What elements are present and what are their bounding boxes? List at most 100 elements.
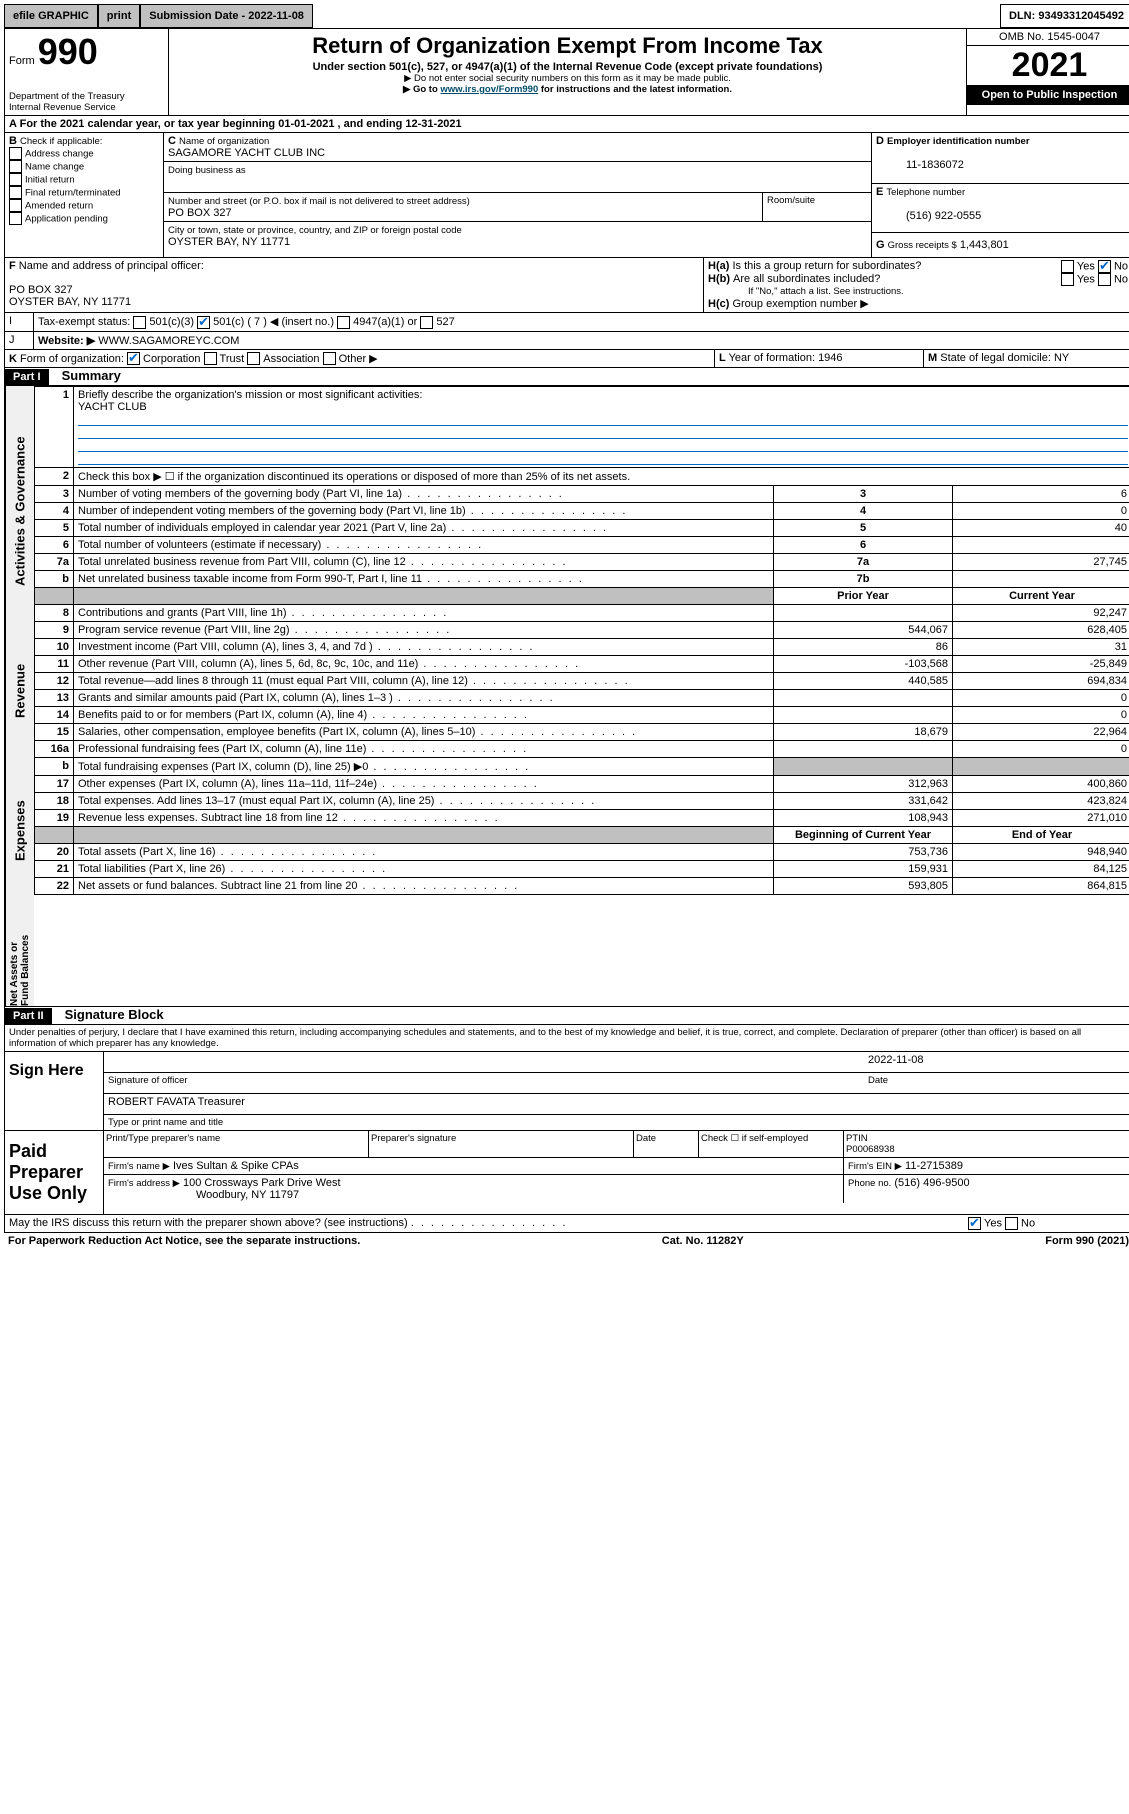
k-trust[interactable] <box>204 352 217 365</box>
table-row: 12 Total revenue—add lines 8 through 11 … <box>35 673 1129 690</box>
i-501c3[interactable] <box>133 316 146 329</box>
discuss-yes[interactable] <box>968 1217 981 1230</box>
table-row: 16a Professional fundraising fees (Part … <box>35 741 1129 758</box>
form-footer: Form 990 (2021) <box>1045 1235 1129 1247</box>
website-value: WWW.SAGAMOREYC.COM <box>98 335 239 347</box>
room-label: Room/suite <box>762 193 871 221</box>
m-label: State of legal domicile: <box>940 352 1051 364</box>
sign-here-label: Sign Here <box>5 1052 103 1130</box>
ha-yes[interactable] <box>1061 260 1074 273</box>
check-name-change[interactable] <box>9 160 22 173</box>
officer-line2: OYSTER BAY, NY 11771 <box>9 296 131 308</box>
line1-label: Briefly describe the organization's miss… <box>78 389 422 401</box>
discuss-no[interactable] <box>1005 1217 1018 1230</box>
ptin-value: P00068938 <box>846 1144 895 1155</box>
part-ii-badge: Part II <box>5 1008 52 1024</box>
k-corp[interactable] <box>127 352 140 365</box>
line-a: A For the 2021 calendar year, or tax yea… <box>4 116 1129 133</box>
i-501c[interactable] <box>197 316 210 329</box>
firm-phone: (516) 496-9500 <box>894 1177 969 1189</box>
officer-group-block: F Name and address of principal officer:… <box>4 258 1129 313</box>
ha-label: Is this a group return for subordinates? <box>732 260 921 272</box>
sig-officer-label: Signature of officer <box>108 1075 868 1091</box>
side-expenses: Expenses <box>5 746 34 916</box>
efile-button[interactable]: efile GRAPHIC <box>4 4 98 28</box>
ptin-label: PTIN <box>846 1133 868 1144</box>
table-row: 21 Total liabilities (Part X, line 26) 1… <box>35 861 1129 878</box>
ha-no[interactable] <box>1098 260 1111 273</box>
line2-text: Check this box ▶ ☐ if the organization d… <box>74 468 1129 486</box>
identity-block: B Check if applicable: Address change Na… <box>4 133 1129 258</box>
dba-label: Doing business as <box>168 165 246 176</box>
part-i: Part I Summary <box>4 368 1129 386</box>
hb-yes[interactable] <box>1061 273 1074 286</box>
ein-value: 11-1836072 <box>906 159 964 171</box>
sign-here-block: Sign Here 2022-11-08 Signature of office… <box>4 1052 1129 1131</box>
table-row: Prior Year Current Year <box>35 588 1129 605</box>
paid-preparer-block: Paid Preparer Use Only Print/Type prepar… <box>4 1131 1129 1215</box>
b-item-1: Name change <box>25 161 84 172</box>
table-row: 9 Program service revenue (Part VIII, li… <box>35 622 1129 639</box>
table-row: 6 Total number of volunteers (estimate i… <box>35 537 1129 554</box>
k-other[interactable] <box>323 352 336 365</box>
k-label: Form of organization: <box>20 353 124 365</box>
officer-line1: PO BOX 327 <box>9 284 73 296</box>
ty-end: 12-31-2021 <box>405 118 461 130</box>
page-footer: For Paperwork Reduction Act Notice, see … <box>4 1233 1129 1249</box>
firm-name-label: Firm's name ▶ <box>108 1161 170 1172</box>
b-item-0: Address change <box>25 148 94 159</box>
table-row: b Total fundraising expenses (Part IX, c… <box>35 758 1129 776</box>
b-label: Check if applicable: <box>20 136 102 147</box>
i-4947[interactable] <box>337 316 350 329</box>
table-row: 1 Briefly describe the organization's mi… <box>35 387 1129 468</box>
table-row: 7a Total unrelated business revenue from… <box>35 554 1129 571</box>
open-public-badge: Open to Public Inspection <box>967 85 1129 105</box>
mission-text: YACHT CLUB <box>78 401 147 413</box>
city-label: City or town, state or province, country… <box>168 225 462 236</box>
check-application-pending[interactable] <box>9 212 22 225</box>
k-opt-1: Trust <box>220 353 245 365</box>
i-opt-3: 527 <box>436 316 454 328</box>
col-end: End of Year <box>953 827 1129 844</box>
form-number: 990 <box>38 31 98 72</box>
check-final-return[interactable] <box>9 186 22 199</box>
k-opt-2: Association <box>263 353 319 365</box>
check-initial-return[interactable] <box>9 173 22 186</box>
goto-pre: ▶ Go to <box>403 84 440 95</box>
omb-number: OMB No. 1545-0047 <box>967 29 1129 46</box>
firm-addr2: Woodbury, NY 11797 <box>196 1189 299 1201</box>
subtitle-1: Under section 501(c), 527, or 4947(a)(1)… <box>173 61 962 73</box>
col-current: Current Year <box>953 588 1129 605</box>
check-address-change[interactable] <box>9 147 22 160</box>
b-item-5: Application pending <box>25 213 108 224</box>
e-label: Telephone number <box>886 187 965 198</box>
check-amended[interactable] <box>9 199 22 212</box>
addr-label: Number and street (or P.O. box if mail i… <box>168 196 470 207</box>
firm-ein: 11-2715389 <box>905 1160 963 1172</box>
table-row: 20 Total assets (Part X, line 16) 753,73… <box>35 844 1129 861</box>
k-opt-3: Other ▶ <box>339 353 378 365</box>
table-row: Beginning of Current Year End of Year <box>35 827 1129 844</box>
officer-name: ROBERT FAVATA Treasurer <box>104 1094 1129 1115</box>
hb-no[interactable] <box>1098 273 1111 286</box>
prep-date-label: Date <box>634 1131 699 1157</box>
i-527[interactable] <box>420 316 433 329</box>
ty-begin: 01-01-2021 <box>278 118 334 130</box>
k-assoc[interactable] <box>247 352 260 365</box>
i-opt-2: 4947(a)(1) or <box>353 316 417 328</box>
print-button[interactable]: print <box>98 4 140 28</box>
b-item-4: Amended return <box>25 200 93 211</box>
cat-number: Cat. No. 11282Y <box>662 1235 744 1247</box>
dept-label: Department of the Treasury <box>9 91 164 102</box>
table-row: 2 Check this box ▶ ☐ if the organization… <box>35 468 1129 486</box>
prep-name-label: Print/Type preparer's name <box>104 1131 369 1157</box>
part-ii-heading: Signature Block <box>65 1007 164 1022</box>
form-header: Form 990 Department of the Treasury Inte… <box>4 28 1129 116</box>
subtitle-2: ▶ Do not enter social security numbers o… <box>173 73 962 84</box>
hc-label: Group exemption number ▶ <box>732 298 868 310</box>
type-name-label: Type or print name and title <box>104 1115 1129 1130</box>
state-domicile: NY <box>1054 352 1069 364</box>
paid-preparer-label: Paid Preparer Use Only <box>5 1131 103 1214</box>
instructions-link[interactable]: www.irs.gov/Form990 <box>440 84 538 95</box>
side-revenue: Revenue <box>5 636 34 746</box>
